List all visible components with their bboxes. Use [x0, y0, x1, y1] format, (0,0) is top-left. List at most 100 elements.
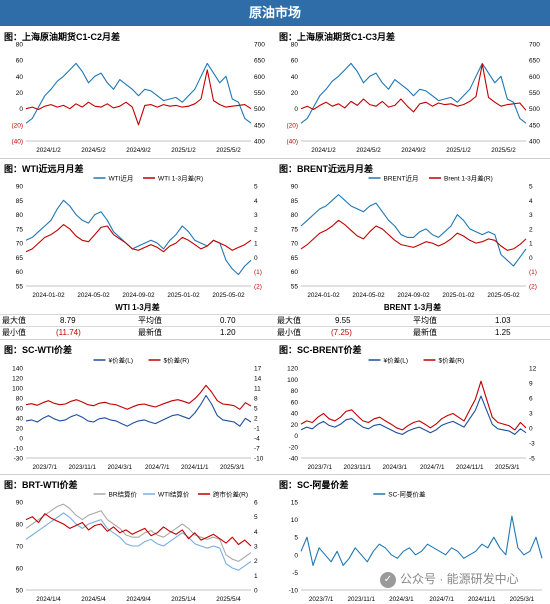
y-left-tick-label: 0: [294, 106, 298, 113]
x-tick-label: 2024/3/1: [107, 464, 132, 471]
stats-label: 平均值: [413, 316, 437, 325]
y-left-tick-label: 65: [16, 255, 24, 262]
y-left-tick-label: 60: [291, 269, 299, 276]
legend-label: WTI结算价: [158, 490, 190, 499]
y-right-tick-label: (2): [254, 284, 262, 291]
x-tick-label: 2025-05-02: [212, 292, 245, 299]
chart-title-p5: 图：SC-WTI价差: [4, 345, 72, 355]
section-divider: [0, 158, 550, 159]
x-tick-label: 2025/3/1: [220, 464, 245, 471]
series-line-r: [300, 380, 527, 431]
y-right-tick-label: 17: [254, 366, 262, 373]
series-line-s1: [25, 69, 252, 126]
watermark: ✓ 公众号 · 能源研发中心: [380, 570, 519, 588]
y-left-tick-label: 70: [16, 544, 24, 551]
section-divider: [0, 339, 550, 340]
y-right-tick-label: 650: [529, 58, 540, 65]
x-tick-label: 2024-09-02: [122, 292, 155, 299]
y-left-tick-label: (20): [11, 122, 23, 129]
stats-label: 最新值: [138, 328, 162, 337]
stats-title: WTI 1-3月差: [115, 303, 160, 312]
y-right-tick-label: -4: [254, 436, 260, 443]
series-line-r: [25, 513, 252, 547]
y-left-tick-label: 40: [16, 416, 24, 423]
y-right-tick-label: 0: [529, 426, 533, 433]
y-left-tick-label: 85: [291, 198, 299, 205]
y-right-tick-label: 700: [529, 42, 540, 49]
y-right-tick-label: 600: [529, 74, 540, 81]
x-tick-label: 2023/7/1: [309, 596, 334, 603]
y-right-tick-label: (2): [529, 284, 537, 291]
y-left-tick-label: 80: [16, 212, 24, 219]
chart-title-p3: 图：WTI近远月月差: [4, 164, 84, 174]
y-left-tick-label: -30: [14, 456, 24, 463]
y-right-tick-label: 650: [254, 58, 265, 65]
y-left-tick-label: 80: [16, 522, 24, 529]
x-tick-label: 2024-05-02: [352, 292, 385, 299]
x-tick-label: 2025/1/4: [171, 596, 196, 603]
x-tick-label: 2024/3/1: [382, 464, 407, 471]
y-right-tick-label: (1): [529, 269, 537, 276]
x-tick-label: 2025/1/2: [446, 147, 471, 154]
y-left-tick-label: 20: [291, 422, 299, 429]
y-left-tick-label: 120: [12, 376, 23, 383]
y-left-tick-label: 0: [294, 552, 298, 559]
x-tick-label: 2024/11/1: [181, 464, 209, 471]
chart-title-p4: 图：BRENT近远月月差: [279, 164, 373, 174]
y-left-tick-label: -20: [289, 444, 299, 451]
chart-sc-brent-spread: 120 100 80 60 40 20 0 -20 -40 12 9 6 3 0 -3 -5 2023/7/1 2…: [287, 356, 536, 472]
x-tick-label: 2025/5/4: [216, 596, 241, 603]
series-line-s0: [25, 62, 252, 124]
y-left-tick-label: 100: [12, 386, 23, 393]
y-left-tick-label: 75: [291, 226, 299, 233]
y-left-tick-label: 120: [287, 366, 298, 373]
y-right-tick-label: 400: [254, 139, 265, 146]
legend-label: WTI近月: [109, 174, 134, 183]
series-line-s0: [300, 62, 527, 124]
y-right-tick-label: 4: [254, 198, 258, 205]
x-tick-label: 2024-01-02: [307, 292, 340, 299]
chart-c1-c2-spread: 80 60 40 20 0 (20) (40) 700 650 600 550 500 450 400 20…: [11, 42, 265, 155]
y-left-tick-label: 70: [16, 241, 24, 248]
stats-value: (11.74): [56, 328, 81, 337]
x-tick-label: 2025/5/2: [216, 147, 241, 154]
y-right-tick-label: 450: [254, 122, 265, 129]
y-right-tick-label: 9: [529, 381, 533, 388]
series-line-wti-1-3-r: [25, 224, 252, 253]
legend-label: BR结算价: [109, 490, 138, 499]
y-left-tick-label: 60: [16, 406, 24, 413]
y-left-tick-label: 10: [291, 517, 299, 524]
chart-title-p6: 图：SC-BRENT价差: [279, 345, 362, 355]
x-tick-label: 2024/5/2: [356, 147, 381, 154]
x-tick-label: 2023/11/1: [68, 464, 96, 471]
x-tick-label: 2023/11/1: [343, 464, 371, 471]
chart-sc-oman-spread: 15 10 5 0 -5 -10 2023/7/1 2023/11/1 2024/3/1 2024…: [289, 490, 543, 603]
y-left-tick-label: 65: [291, 255, 299, 262]
x-tick-label: 2025-01-02: [167, 292, 200, 299]
x-tick-label: 2025/5/2: [491, 147, 516, 154]
stats-label: 最小值: [2, 328, 26, 337]
y-right-tick-label: 11: [254, 386, 261, 393]
y-right-tick-label: 500: [254, 106, 265, 113]
stats-label: 最大值: [2, 316, 26, 325]
x-tick-label: 2023/11/1: [347, 596, 375, 603]
chart-sc-wti-spread: 140 120 100 80 60 40 20 0 -10 -30 17 14 11 8 5 2 -1 -4 -7 -…: [12, 356, 264, 472]
y-left-tick-label: 60: [291, 399, 299, 406]
y-left-tick-label: -40: [289, 456, 299, 463]
series-line-wti: [25, 512, 252, 571]
y-left-tick-label: (20): [286, 122, 298, 129]
stats-row-min: 最小值 (7.25) 最新值 1.25: [275, 326, 550, 338]
y-left-tick-label: 0: [294, 433, 298, 440]
chart-title-p2: 图：上海原油期货C1-C3月差: [279, 32, 396, 42]
stats-table-brent: BRENT 1-3月差 最大值 9.55 平均值 1.03 最小值 (7.25)…: [275, 302, 550, 338]
stats-value: 9.55: [335, 316, 351, 325]
y-left-tick-label: 50: [16, 588, 24, 595]
chart-title-p7: 图：BRT-WTI价差: [4, 480, 78, 490]
x-tick-label: 2023/7/1: [32, 464, 57, 471]
y-right-tick-label: 3: [254, 544, 258, 551]
y-right-tick-label: 550: [529, 90, 540, 97]
y-left-tick-label: -5: [292, 570, 298, 577]
stats-value: (7.25): [331, 328, 352, 337]
watermark-text: 公众号 · 能源研发中心: [400, 572, 519, 586]
